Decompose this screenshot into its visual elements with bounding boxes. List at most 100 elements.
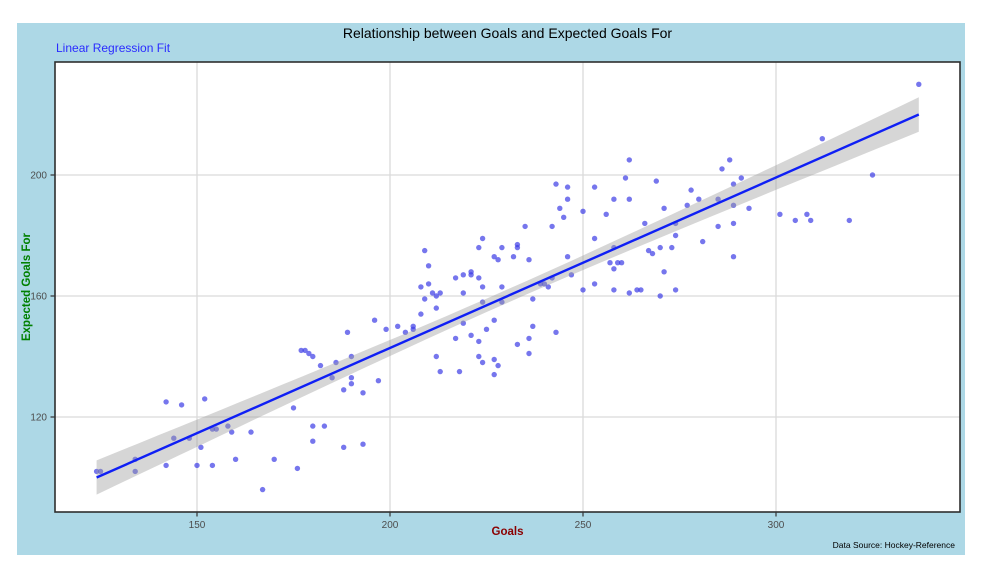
data-point [229, 429, 235, 435]
data-point [317, 362, 324, 369]
data-point [302, 347, 308, 354]
data-point [626, 290, 632, 296]
data-point [329, 375, 335, 381]
data-point [645, 247, 652, 254]
data-point [819, 136, 825, 142]
data-point [499, 244, 505, 251]
data-point [348, 353, 355, 360]
y-tick-label: 120 [30, 413, 47, 424]
data-point [727, 157, 733, 163]
data-source-caption: Data Source: Hockey-Reference [832, 540, 955, 550]
chart-subtitle: Linear Regression Fit [56, 41, 171, 55]
data-point [700, 238, 706, 245]
data-point [580, 208, 586, 214]
data-point [808, 217, 814, 224]
data-point [730, 202, 737, 208]
data-point [491, 317, 497, 323]
data-point [294, 465, 301, 472]
x-tick-label: 300 [768, 520, 785, 531]
data-point [452, 335, 459, 342]
data-point [591, 184, 598, 190]
data-point [499, 284, 505, 290]
data-point [661, 205, 667, 211]
data-point [564, 254, 571, 260]
data-point [649, 250, 656, 257]
data-point [672, 232, 679, 239]
data-point [564, 196, 571, 202]
data-point [476, 338, 482, 345]
data-point [553, 181, 559, 187]
data-point [460, 290, 466, 296]
data-point [321, 423, 328, 429]
data-point [348, 375, 355, 381]
data-point [669, 244, 675, 251]
data-point [916, 81, 922, 88]
data-point [657, 244, 663, 251]
data-point [422, 247, 428, 254]
data-point [468, 272, 474, 278]
data-point [715, 223, 721, 230]
data-point [611, 196, 617, 202]
data-point [777, 211, 783, 217]
data-point [495, 362, 501, 369]
data-point [310, 353, 316, 360]
data-point [418, 284, 424, 290]
data-point [298, 347, 304, 354]
plot-panel [55, 62, 960, 512]
data-point [522, 223, 528, 230]
data-point [479, 284, 486, 290]
data-point [479, 359, 486, 366]
data-point [194, 462, 200, 469]
data-point [344, 329, 351, 335]
data-point [719, 166, 725, 172]
data-point [418, 311, 424, 317]
data-point [460, 272, 466, 278]
data-point [402, 329, 409, 335]
data-point [348, 381, 355, 387]
data-point [564, 184, 571, 190]
data-point [626, 196, 632, 202]
data-point [479, 235, 486, 242]
data-point [561, 214, 567, 220]
data-point [607, 260, 613, 266]
data-point [209, 462, 216, 469]
data-point [437, 290, 443, 296]
data-point [456, 368, 463, 375]
data-point [429, 290, 436, 296]
data-point [634, 287, 640, 293]
data-point [178, 402, 185, 408]
data-point [371, 317, 378, 323]
data-point [804, 211, 810, 217]
data-point [476, 353, 482, 360]
data-point [715, 196, 721, 202]
data-point [642, 220, 648, 227]
data-point [433, 293, 439, 299]
data-point [476, 275, 482, 281]
data-point [171, 435, 177, 441]
data-point [248, 429, 254, 435]
data-point [557, 205, 563, 211]
data-point [202, 396, 208, 402]
data-point [730, 254, 737, 260]
data-point [163, 462, 169, 469]
data-point [360, 390, 366, 396]
data-point [684, 202, 690, 208]
data-point [661, 269, 667, 275]
data-point [591, 235, 598, 242]
data-point [163, 399, 169, 405]
data-point [290, 405, 297, 411]
data-point [869, 172, 876, 178]
data-point [425, 263, 432, 269]
data-point [626, 157, 632, 163]
data-point [746, 205, 752, 211]
data-point [433, 305, 439, 311]
x-axis-label: Goals [491, 526, 524, 538]
data-point [653, 178, 659, 184]
data-point [672, 287, 679, 293]
data-point [510, 254, 517, 260]
data-point [545, 284, 551, 290]
data-point [437, 368, 443, 375]
data-point [738, 175, 744, 181]
